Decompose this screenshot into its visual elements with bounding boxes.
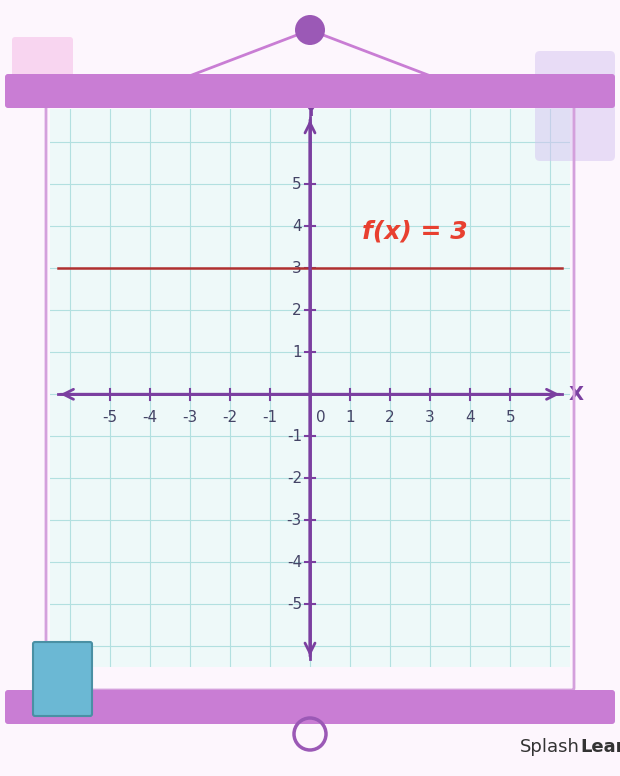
FancyBboxPatch shape (12, 37, 73, 98)
Text: Splash: Splash (520, 738, 580, 756)
Text: -3: -3 (286, 513, 302, 528)
Text: 4: 4 (293, 219, 302, 234)
Circle shape (295, 15, 325, 45)
Text: 3: 3 (292, 261, 302, 275)
Text: 5: 5 (293, 177, 302, 192)
FancyBboxPatch shape (535, 51, 615, 161)
Text: -2: -2 (287, 471, 302, 486)
Text: Learn: Learn (580, 738, 620, 756)
Text: 1: 1 (345, 411, 355, 425)
FancyBboxPatch shape (5, 690, 615, 724)
Text: -5: -5 (102, 411, 117, 425)
FancyBboxPatch shape (5, 74, 615, 108)
FancyBboxPatch shape (33, 642, 92, 716)
Text: 1: 1 (293, 345, 302, 360)
Text: -1: -1 (287, 429, 302, 444)
Text: -4: -4 (287, 555, 302, 570)
Text: 5: 5 (505, 411, 515, 425)
Text: 3: 3 (425, 411, 435, 425)
Text: 0: 0 (316, 411, 326, 425)
Text: Y: Y (303, 101, 317, 120)
Text: -4: -4 (142, 411, 157, 425)
Text: 2: 2 (293, 303, 302, 318)
Text: f(x) = 3: f(x) = 3 (362, 219, 467, 243)
Text: -3: -3 (182, 411, 197, 425)
Text: 2: 2 (385, 411, 395, 425)
Text: 4: 4 (466, 411, 475, 425)
Text: -2: -2 (223, 411, 237, 425)
Text: -5: -5 (287, 597, 302, 611)
Text: X: X (569, 385, 583, 404)
Text: -1: -1 (262, 411, 278, 425)
